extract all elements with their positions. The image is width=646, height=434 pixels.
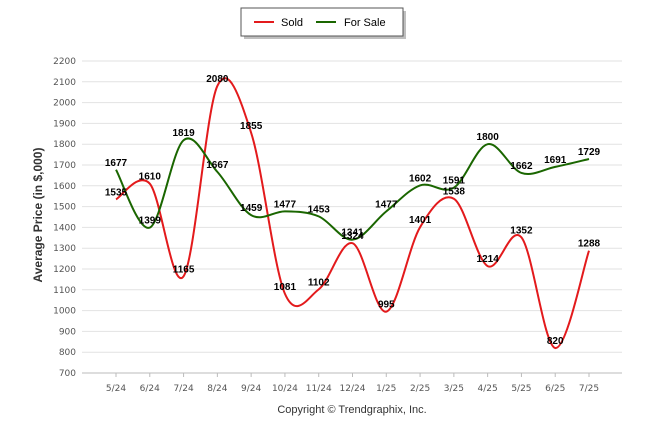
y-tick-label: 1200 bbox=[53, 265, 76, 275]
data-label-for-sale: 1662 bbox=[510, 161, 533, 172]
data-label-for-sale: 1341 bbox=[341, 228, 364, 239]
y-axis: 700 800 900 1000 1100 1200 1300 1400 1500 1600 170… bbox=[53, 57, 76, 379]
x-tick-label: 12/24 bbox=[340, 384, 366, 394]
data-label-sold: 2080 bbox=[206, 74, 229, 85]
y-axis-title: Average Price (in $,000) bbox=[31, 148, 45, 283]
x-tick-label: 10/24 bbox=[272, 384, 298, 394]
series-line-sold bbox=[115, 77, 590, 350]
data-label-sold: 1102 bbox=[308, 277, 330, 288]
data-label-sold: 1214 bbox=[477, 254, 500, 265]
data-label-sold: 1538 bbox=[443, 187, 466, 198]
x-axis: 5/24 6/24 7/24 8/24 9/24 10/24 11/24 12/24 1/25 2… bbox=[82, 372, 622, 394]
data-label-sold: 1288 bbox=[578, 239, 601, 250]
data-label-for-sale: 1677 bbox=[105, 158, 128, 169]
data-label-sold: 1855 bbox=[240, 121, 263, 132]
x-tick-label: 6/24 bbox=[140, 384, 160, 394]
y-tick-label: 2200 bbox=[53, 57, 76, 67]
data-label-for-sale: 1453 bbox=[308, 204, 331, 215]
data-label-sold: 995 bbox=[378, 300, 395, 311]
data-label-for-sale: 1667 bbox=[206, 160, 229, 171]
x-tick-label: 5/25 bbox=[511, 384, 531, 394]
legend[interactable]: Sold For Sale bbox=[240, 7, 406, 39]
x-tick-label: 11/24 bbox=[306, 384, 332, 394]
x-tick-label: 4/25 bbox=[478, 384, 498, 394]
data-label-for-sale: 1691 bbox=[544, 155, 567, 166]
data-label-for-sale: 1602 bbox=[409, 173, 432, 184]
y-tick-label: 1100 bbox=[53, 286, 76, 296]
x-tick-label: 8/24 bbox=[207, 384, 227, 394]
data-label-sold: 1401 bbox=[409, 215, 432, 226]
x-tick-label: 9/24 bbox=[241, 384, 261, 394]
y-tick-label: 1400 bbox=[53, 223, 76, 233]
data-label-for-sale: 1477 bbox=[274, 199, 297, 210]
x-tick-label: 7/25 bbox=[579, 384, 599, 394]
data-label-sold: 820 bbox=[547, 336, 564, 347]
series-group bbox=[115, 77, 590, 350]
data-label-for-sale: 1729 bbox=[578, 147, 601, 158]
data-label-sold: 1352 bbox=[510, 225, 533, 236]
x-tick-label: 5/24 bbox=[106, 384, 126, 394]
footer-copyright: Copyright © Trendgraphix, Inc. bbox=[277, 404, 426, 416]
data-label-sold: 1535 bbox=[105, 187, 128, 198]
data-label-sold: 1610 bbox=[139, 172, 162, 183]
y-tick-label: 1500 bbox=[53, 203, 76, 213]
data-label-for-sale: 1399 bbox=[139, 216, 162, 227]
x-tick-label: 2/25 bbox=[410, 384, 430, 394]
y-tick-label: 1800 bbox=[53, 140, 76, 150]
y-tick-label: 1300 bbox=[53, 244, 76, 254]
y-tick-label: 800 bbox=[59, 348, 76, 358]
y-tick-label: 2100 bbox=[53, 78, 76, 88]
data-label-for-sale: 1591 bbox=[443, 176, 466, 187]
series-line-for-sale bbox=[115, 137, 590, 241]
x-tick-label: 6/25 bbox=[545, 384, 565, 394]
y-tick-label: 1000 bbox=[53, 307, 76, 317]
data-label-for-sale: 1819 bbox=[172, 128, 195, 139]
data-label-for-sale: 1459 bbox=[240, 203, 263, 214]
y-tick-label: 1900 bbox=[53, 119, 76, 129]
y-tick-label: 700 bbox=[59, 369, 76, 379]
grid bbox=[82, 60, 622, 374]
data-label-for-sale: 1800 bbox=[477, 132, 500, 143]
legend-label-for-sale: For Sale bbox=[344, 17, 386, 29]
y-tick-label: 1700 bbox=[53, 161, 76, 171]
x-tick-label: 7/24 bbox=[173, 384, 193, 394]
x-tick-label: 1/25 bbox=[376, 384, 396, 394]
data-label-for-sale: 1477 bbox=[375, 199, 398, 210]
data-label-sold: 1081 bbox=[274, 282, 297, 293]
x-tick-label: 3/25 bbox=[444, 384, 464, 394]
y-tick-label: 900 bbox=[59, 327, 76, 337]
data-label-sold: 1324 bbox=[341, 231, 364, 242]
y-tick-label: 1600 bbox=[53, 182, 76, 192]
data-label-sold: 1165 bbox=[173, 264, 195, 275]
data-labels: 1535 1610 1165 2080 1855 1081 1102 1324 995 1401 1… bbox=[105, 74, 601, 347]
y-tick-label: 2000 bbox=[53, 99, 76, 109]
legend-label-sold: Sold bbox=[281, 17, 303, 29]
